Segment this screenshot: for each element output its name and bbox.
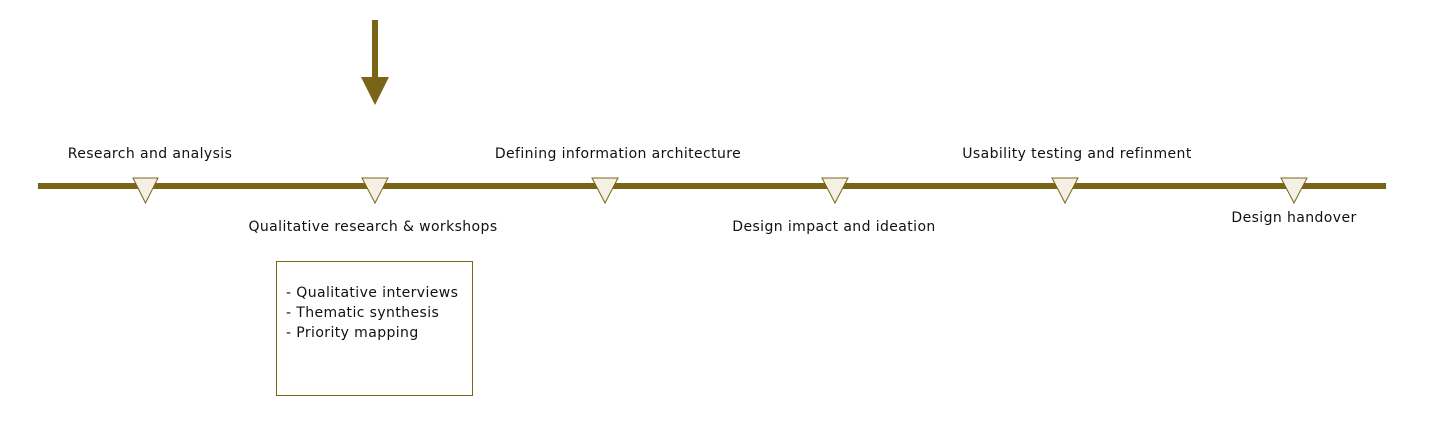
detail-item: - Qualitative interviews [286,285,459,301]
milestone-label-3: Defining information architecture [494,146,742,162]
milestone-marker-5[interactable] [1051,177,1079,205]
milestone-marker-4[interactable] [821,177,849,205]
milestone-marker-3[interactable] [591,177,619,205]
detail-item: - Thematic synthesis [286,305,440,321]
current-step-arrow-head [361,77,389,105]
milestone-label-2: Qualitative research & workshops [248,219,498,235]
detail-item: - Priority mapping [286,325,419,341]
milestone-marker-1[interactable] [132,177,159,205]
step-detail-box: - Qualitative interviews - Thematic synt… [276,261,473,396]
milestone-label-6: Design handover [1231,210,1357,226]
milestone-label-1: Research and analysis [67,146,233,162]
milestone-label-5: Usability testing and refinment [962,146,1192,162]
milestone-label-4: Design impact and ideation [732,219,936,235]
milestone-marker-6[interactable] [1280,177,1308,205]
milestone-marker-2[interactable] [361,177,389,205]
